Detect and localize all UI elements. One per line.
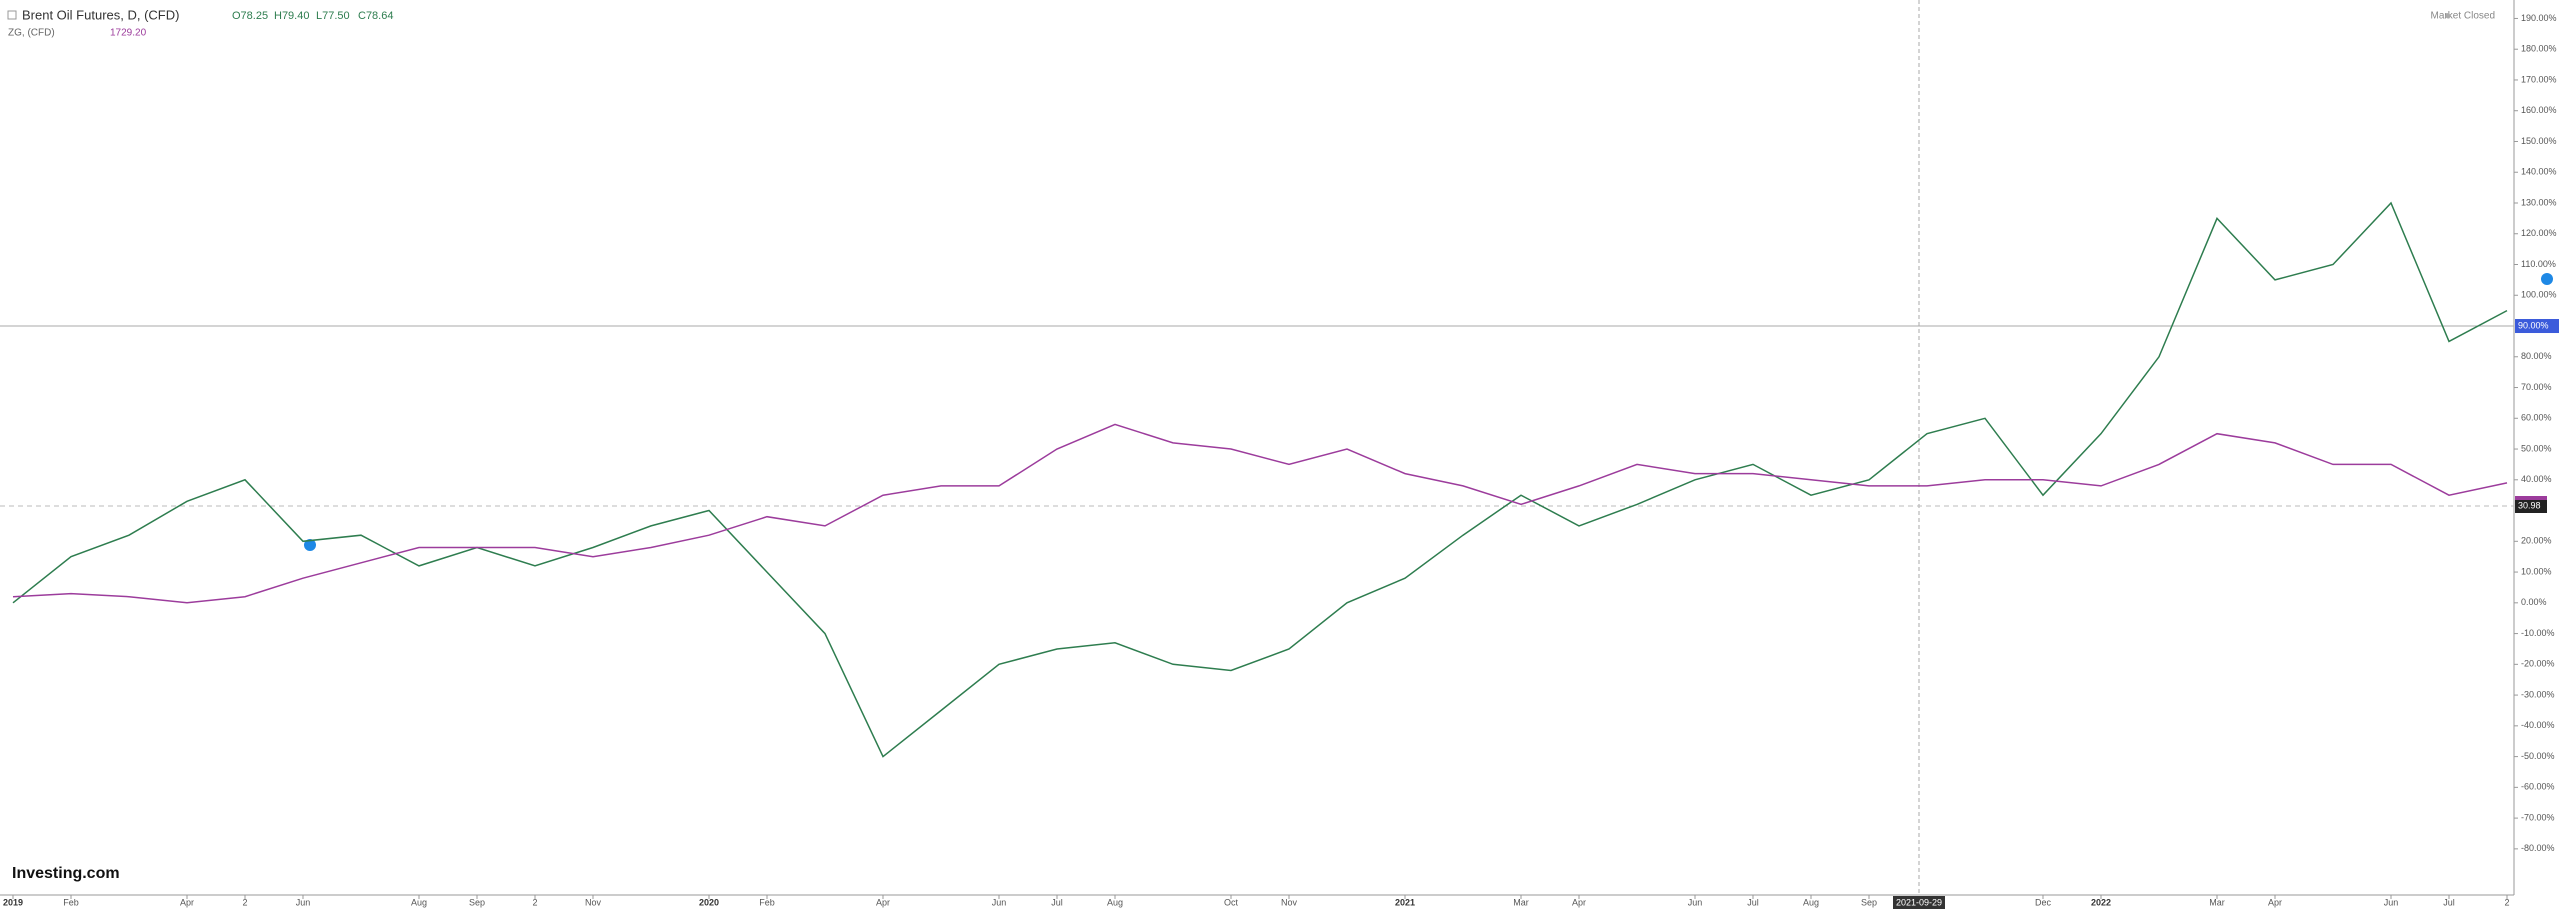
gold-value: 1729.20 bbox=[110, 28, 147, 39]
y-tick-label: 180.00% bbox=[2521, 44, 2557, 54]
y-tick-label: -10.00% bbox=[2521, 628, 2555, 638]
crosshair-y-tag: 90.00% bbox=[2518, 320, 2549, 330]
status-dot bbox=[2445, 13, 2451, 19]
ohlc-value: L77.50 bbox=[316, 10, 350, 22]
x-tick-label: Nov bbox=[585, 897, 602, 907]
x-tick-label: 2 bbox=[2504, 897, 2509, 907]
y-tick-label: 40.00% bbox=[2521, 474, 2552, 484]
y-tick-label: 70.00% bbox=[2521, 382, 2552, 392]
series-line bbox=[12, 423, 2508, 604]
y-tick-label: 170.00% bbox=[2521, 74, 2557, 84]
x-tick-label: Jun bbox=[296, 897, 311, 907]
y-tick-label: 150.00% bbox=[2521, 136, 2557, 146]
ohlc-value: H79.40 bbox=[274, 10, 309, 22]
x-tick-label: Dec bbox=[2035, 897, 2052, 907]
x-tick-label: 2021 bbox=[1395, 897, 1415, 907]
market-status: Market Closed bbox=[2431, 11, 2495, 22]
logo: Investing.com bbox=[12, 865, 120, 882]
x-tick-label: Jun bbox=[1688, 897, 1703, 907]
symbol-title: Brent Oil Futures, D, (CFD) bbox=[22, 7, 179, 22]
x-tick-label: 2020 bbox=[699, 897, 719, 907]
x-tick-label: Mar bbox=[2209, 897, 2225, 907]
crosshair-x-tag-bg bbox=[1893, 896, 1945, 909]
x-tick-label: Sep bbox=[1861, 897, 1877, 907]
y-tick-label: 160.00% bbox=[2521, 105, 2557, 115]
x-tick-label: Apr bbox=[876, 897, 890, 907]
y-tick-label: 100.00% bbox=[2521, 290, 2557, 300]
x-tick-label: Nov bbox=[1281, 897, 1298, 907]
y-tick-label: 80.00% bbox=[2521, 351, 2552, 361]
y-tick-label: -30.00% bbox=[2521, 689, 2555, 699]
crosshair-x-tag: 2021-09-29 bbox=[1896, 897, 1942, 907]
x-tick-label: Feb bbox=[759, 897, 775, 907]
series-line bbox=[12, 201, 2508, 758]
y-tick-label: -50.00% bbox=[2521, 751, 2555, 761]
y-tick-label: 20.00% bbox=[2521, 536, 2552, 546]
y-tick-label: 140.00% bbox=[2521, 167, 2557, 177]
x-tick-label: Feb bbox=[63, 897, 79, 907]
x-tick-label: Jun bbox=[992, 897, 1007, 907]
x-tick-label: 2 bbox=[532, 897, 537, 907]
symbol-2: ZG, (CFD) bbox=[8, 28, 55, 39]
y-tick-label: 110.00% bbox=[2521, 259, 2556, 269]
x-tick-label: Aug bbox=[1803, 897, 1819, 907]
x-tick-label: Jul bbox=[1051, 897, 1063, 907]
last-tag-accent bbox=[2515, 496, 2547, 500]
y-tick-label: -40.00% bbox=[2521, 720, 2555, 730]
x-tick-label: Sep bbox=[469, 897, 485, 907]
event-icon[interactable] bbox=[304, 539, 316, 551]
x-tick-label: Apr bbox=[180, 897, 194, 907]
x-tick-label: 2022 bbox=[2091, 897, 2111, 907]
x-tick-label: Aug bbox=[411, 897, 427, 907]
y-tick-label: -80.00% bbox=[2521, 843, 2555, 853]
ohlc-value: C78.64 bbox=[358, 10, 393, 22]
x-tick-label: 2019 bbox=[3, 897, 23, 907]
x-tick-label: Apr bbox=[2268, 897, 2282, 907]
ohlc-value: O78.25 bbox=[232, 10, 268, 22]
y-tick-label: 50.00% bbox=[2521, 443, 2552, 453]
y-tick-label: -20.00% bbox=[2521, 659, 2555, 669]
event-icon[interactable] bbox=[2541, 273, 2553, 285]
collapse-icon[interactable] bbox=[7, 10, 17, 20]
x-tick-label: Jun bbox=[2384, 897, 2399, 907]
y-tick-label: 10.00% bbox=[2521, 566, 2552, 576]
x-tick-label: Jul bbox=[2443, 897, 2455, 907]
crosshair-y-tag-bg bbox=[2515, 319, 2559, 334]
x-tick-label: Jul bbox=[1747, 897, 1759, 907]
y-tick-label: 130.00% bbox=[2521, 197, 2557, 207]
x-tick-label: 2 bbox=[242, 897, 247, 907]
x-tick-label: Mar bbox=[1513, 897, 1529, 907]
x-tick-label: Oct bbox=[1224, 897, 1239, 907]
x-tick-label: Apr bbox=[1572, 897, 1586, 907]
last-tag-bg bbox=[2515, 499, 2547, 513]
y-tick-label: -70.00% bbox=[2521, 812, 2555, 822]
last-tag: 30.98 bbox=[2518, 500, 2541, 510]
y-tick-label: 120.00% bbox=[2521, 228, 2557, 238]
x-tick-label: Aug bbox=[1107, 897, 1123, 907]
y-tick-label: 0.00% bbox=[2521, 597, 2547, 607]
y-tick-label: -60.00% bbox=[2521, 782, 2555, 792]
y-tick-label: 190.00% bbox=[2521, 13, 2557, 23]
y-tick-label: 60.00% bbox=[2521, 413, 2552, 423]
